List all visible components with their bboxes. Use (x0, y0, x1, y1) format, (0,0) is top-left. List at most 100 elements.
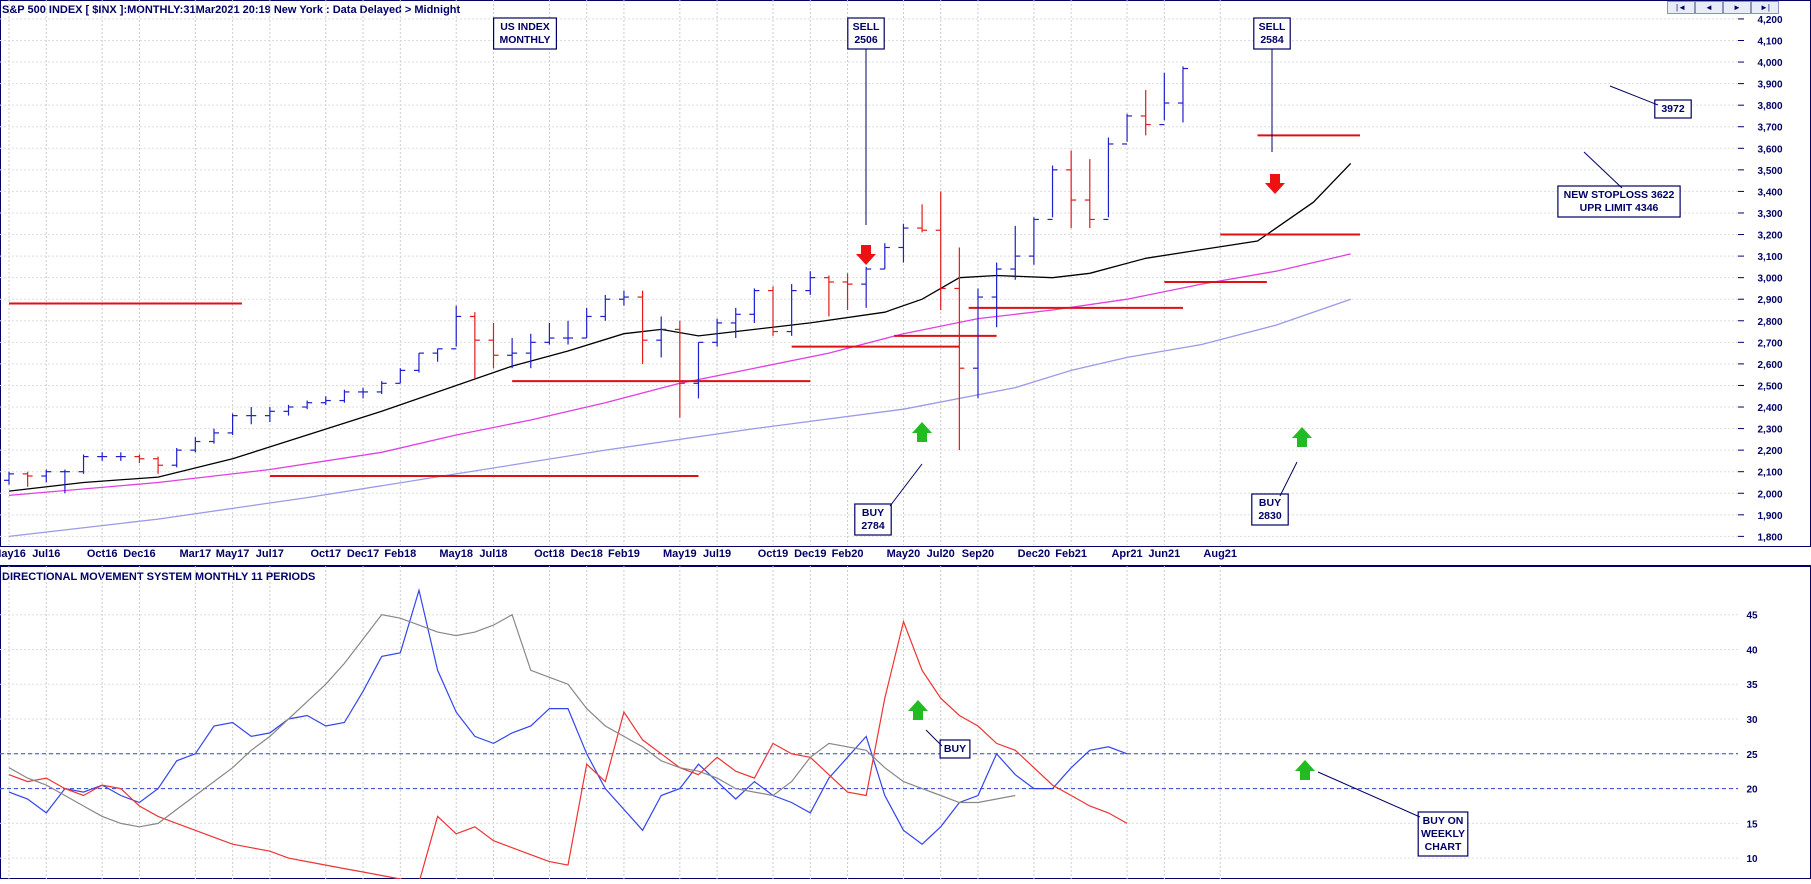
ohlc-bar (823, 275, 834, 317)
indicator-y-tick-label: 45 (1746, 611, 1758, 622)
y-tick-label: 2,800 (1757, 317, 1782, 328)
ohlc-bar (674, 320, 685, 418)
ohlc-bar (637, 290, 648, 364)
indicator-y-tick-label: 30 (1746, 715, 1758, 726)
scroll-forward-button[interactable]: ► (1723, 1, 1751, 14)
x-tick-label: Feb19 (608, 548, 640, 560)
dm-buy-label-text: BUY (944, 743, 966, 755)
y-tick-label: 3,900 (1757, 80, 1782, 91)
us-index-label-frame (493, 17, 558, 50)
x-tick-label: May16 (0, 548, 26, 560)
price-bars (4, 66, 1188, 494)
last-3972-label-text: 3972 (1661, 103, 1685, 115)
x-tick-label: May19 (663, 548, 697, 560)
stoploss-label-text: NEW STOPLOSS 3622 (1564, 189, 1675, 201)
indicator-y-tick-label: 40 (1746, 645, 1758, 656)
ohlc-bar (1140, 90, 1151, 136)
y-tick-label: 3,000 (1757, 274, 1782, 285)
y-tick-label: 2,400 (1757, 403, 1782, 414)
x-axis: May16 Jul16 Oct16 Dec16 Mar17 May17 Jul17 Oct17… (0, 0, 1237, 879)
scroll-last-button[interactable]: ►| (1751, 1, 1779, 14)
ohlc-bar (208, 428, 219, 444)
y-tick-label: 1,900 (1757, 511, 1782, 522)
dm-buy-label: BUY (939, 739, 971, 759)
ohlc-bar (1066, 150, 1077, 229)
y-tick-label: 3,800 (1757, 101, 1782, 112)
ohlc-bar (171, 447, 182, 468)
x-tick-label: Apr21 (1111, 548, 1142, 560)
ohlc-bar (339, 389, 350, 403)
ohlc-bar (656, 316, 667, 358)
ohlc-bar (693, 341, 704, 399)
dm-buy-weekly-label-frame (1417, 811, 1469, 857)
buy-arrow-indicator (1295, 760, 1315, 780)
x-tick-label: Jul20 (927, 548, 955, 560)
sell-2506-label-text: 2506 (854, 34, 878, 46)
ohlc-bar (954, 247, 965, 451)
buy-2830-label-text: BUY (1259, 497, 1281, 509)
sell-2584-label-text: 2584 (1260, 34, 1284, 46)
scroll-nav: |◄ ◄ ► ►| (1667, 1, 1779, 14)
us-index-label-text: US INDEX (500, 21, 550, 33)
ohlc-bar (1010, 225, 1021, 280)
y-tick-label: 3,700 (1757, 123, 1782, 134)
x-tick-label: Jul19 (703, 548, 731, 560)
adx-line (8, 613, 1016, 828)
ma-long-line (8, 298, 1351, 538)
x-tick-label: Oct16 (87, 548, 118, 560)
ohlc-bar (581, 307, 592, 339)
ohlc-bar (786, 284, 797, 336)
scroll-back-button[interactable]: ◄ (1695, 1, 1723, 14)
ohlc-bar (618, 290, 629, 306)
y-tick-label: 2,700 (1757, 338, 1782, 349)
ohlc-bar (730, 307, 741, 339)
ohlc-bar (972, 288, 983, 399)
y-tick-label: 4,100 (1757, 36, 1782, 47)
y-tick-label: 1,800 (1757, 532, 1782, 543)
y-tick-label: 2,600 (1757, 360, 1782, 371)
chart-title: S&P 500 INDEX [ $INX ]:MONTHLY:31Mar2021… (2, 4, 461, 16)
y-tick-label: 2,200 (1757, 446, 1782, 457)
ohlc-bar (525, 333, 536, 369)
ohlc-bar (283, 404, 294, 416)
ohlc-bar (59, 469, 70, 494)
x-tick-label: Mar17 (179, 548, 211, 560)
ohlc-bar (749, 288, 760, 323)
dm-buy-weekly-label-text: WEEKLY (1421, 828, 1465, 840)
x-tick-label: Dec16 (123, 548, 155, 560)
ohlc-bar (507, 338, 518, 369)
x-tick-label: Feb21 (1055, 548, 1087, 560)
y-axis: 1,800 1,900 2,000 2,100 2,200 2,300 2,400 2,500… (0, 15, 1783, 543)
ohlc-bar (41, 469, 52, 483)
last-3972-label-frame (1654, 99, 1692, 119)
x-tick-label: Dec17 (347, 548, 379, 560)
ma-short-line (8, 162, 1352, 492)
ohlc-bar (1177, 66, 1188, 123)
buy-arrow (1292, 427, 1312, 447)
y-tick-label: 2,500 (1757, 381, 1782, 392)
ohlc-bar (395, 368, 406, 384)
ohlc-bar (432, 348, 443, 362)
indicator-y-tick-label: 10 (1746, 854, 1758, 865)
x-tick-label: Dec19 (794, 548, 826, 560)
x-tick-label: Feb20 (832, 548, 864, 560)
x-tick-label: May18 (439, 548, 473, 560)
scroll-first-button[interactable]: |◄ (1667, 1, 1695, 14)
y-tick-label: 4,000 (1757, 58, 1782, 69)
ohlc-bar (320, 396, 331, 405)
y-tick-label: 2,000 (1757, 489, 1782, 500)
ohlc-bar (78, 454, 89, 474)
minus-di-line (8, 619, 1128, 884)
y-tick-label: 3,200 (1757, 231, 1782, 242)
y-tick-label: 3,300 (1757, 209, 1782, 220)
indicator-title: DIRECTIONAL MOVEMENT SYSTEM MONTHLY 11 P… (2, 571, 315, 583)
ohlc-bar (4, 471, 14, 485)
dm-buy-weekly-label-text: CHART (1425, 841, 1462, 853)
ohlc-bar (469, 312, 480, 379)
x-tick-label: Aug21 (1203, 548, 1237, 560)
ohlc-bar (451, 305, 462, 350)
